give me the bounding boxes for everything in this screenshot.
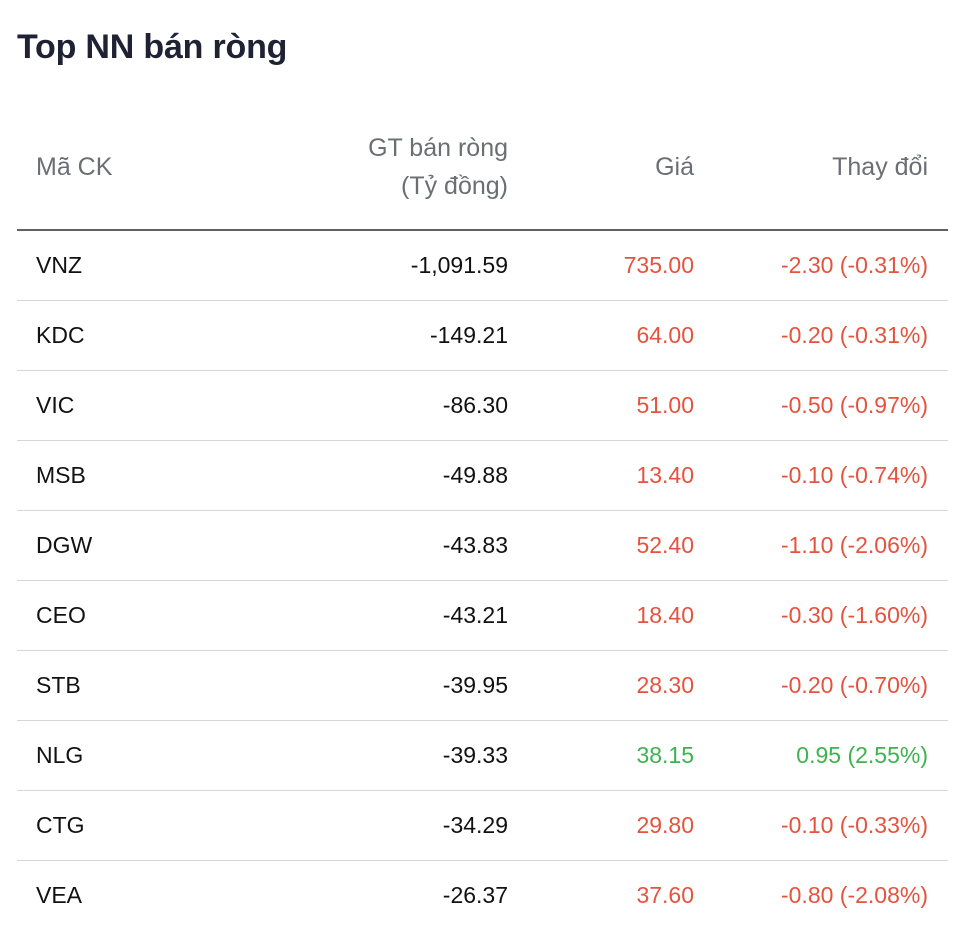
price-change: -2.30 (-0.31%) [780, 252, 928, 278]
table-row[interactable]: DGW -43.83 52.40 -1.10 (-2.06%) [17, 511, 948, 581]
price-change: -0.20 (-0.31%) [780, 322, 928, 348]
stock-code[interactable]: CTG [36, 812, 85, 838]
table-row[interactable]: NLG -39.33 38.15 0.95 (2.55%) [17, 721, 948, 791]
table-row[interactable]: MSB -49.88 13.40 -0.10 (-0.74%) [17, 441, 948, 511]
net-sell-table: Mã CK GT bán ròng (Tỷ đồng) Giá Thay đổi… [17, 104, 948, 930]
net-sell-value: -39.33 [442, 742, 508, 768]
table-row[interactable]: VNZ -1,091.59 735.00 -2.30 (-0.31%) [17, 231, 948, 301]
table-row[interactable]: CEO -43.21 18.40 -0.30 (-1.60%) [17, 581, 948, 651]
table-header: Mã CK GT bán ròng (Tỷ đồng) Giá Thay đổi [17, 104, 948, 231]
stock-code[interactable]: NLG [36, 742, 84, 768]
price-change: 0.95 (2.55%) [796, 742, 928, 768]
stock-code[interactable]: VIC [36, 392, 75, 418]
header-change: Thay đổi [832, 152, 928, 181]
header-code: Mã CK [36, 152, 113, 181]
price: 37.60 [636, 882, 694, 908]
stock-code[interactable]: CEO [36, 602, 86, 628]
price-change: -0.80 (-2.08%) [780, 882, 928, 908]
header-net-sell-value-line1: GT bán ròng [368, 133, 508, 162]
price: 29.80 [636, 812, 694, 838]
header-net-sell-value: GT bán ròng (Tỷ đồng) [368, 104, 508, 229]
price: 28.30 [636, 672, 694, 698]
price: 38.15 [636, 742, 694, 768]
net-sell-value: -26.37 [442, 882, 508, 908]
price: 51.00 [636, 392, 694, 418]
table-row[interactable]: STB -39.95 28.30 -0.20 (-0.70%) [17, 651, 948, 721]
table-body: VNZ -1,091.59 735.00 -2.30 (-0.31%) KDC … [17, 231, 948, 930]
net-sell-value: -39.95 [442, 672, 508, 698]
price: 18.40 [636, 602, 694, 628]
header-price: Giá [655, 152, 694, 181]
stock-code[interactable]: KDC [36, 322, 85, 348]
page-title: Top NN bán ròng [17, 28, 288, 66]
net-sell-value: -149.21 [429, 322, 508, 348]
net-sell-value: -49.88 [442, 462, 508, 488]
net-sell-value: -43.83 [442, 532, 508, 558]
net-sell-value: -1,091.59 [410, 252, 508, 278]
price: 52.40 [636, 532, 694, 558]
price: 735.00 [623, 252, 694, 278]
price-change: -0.30 (-1.60%) [780, 602, 928, 628]
table-row[interactable]: KDC -149.21 64.00 -0.20 (-0.31%) [17, 301, 948, 371]
net-sell-value: -34.29 [442, 812, 508, 838]
net-sell-value: -86.30 [442, 392, 508, 418]
table-row[interactable]: VIC -86.30 51.00 -0.50 (-0.97%) [17, 371, 948, 441]
table-row[interactable]: VEA -26.37 37.60 -0.80 (-2.08%) [17, 861, 948, 930]
table-row[interactable]: CTG -34.29 29.80 -0.10 (-0.33%) [17, 791, 948, 861]
stock-code[interactable]: VNZ [36, 252, 82, 278]
header-net-sell-value-line2: (Tỷ đồng) [401, 171, 508, 200]
price-change: -0.50 (-0.97%) [780, 392, 928, 418]
stock-code[interactable]: VEA [36, 882, 83, 908]
net-sell-value: -43.21 [442, 602, 508, 628]
price: 13.40 [636, 462, 694, 488]
price-change: -1.10 (-2.06%) [780, 532, 928, 558]
price: 64.00 [636, 322, 694, 348]
stock-code[interactable]: STB [36, 672, 81, 698]
price-change: -0.10 (-0.33%) [780, 812, 928, 838]
stock-code[interactable]: DGW [36, 532, 93, 558]
stock-code[interactable]: MSB [36, 462, 86, 488]
price-change: -0.10 (-0.74%) [780, 462, 928, 488]
price-change: -0.20 (-0.70%) [780, 672, 928, 698]
